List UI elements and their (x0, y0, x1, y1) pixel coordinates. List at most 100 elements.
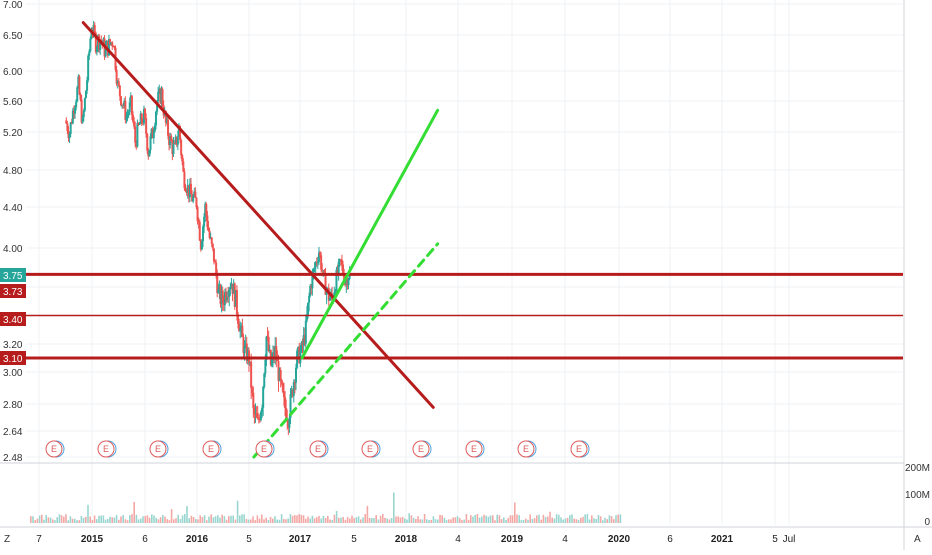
candle-body (254, 413, 257, 415)
candle-body (233, 283, 236, 307)
candle-body (211, 243, 214, 249)
price-badge-background (0, 284, 26, 298)
volume-bar (41, 514, 43, 523)
candle-body (326, 288, 329, 290)
candle-body (95, 47, 98, 53)
volume-bar (476, 514, 479, 523)
volume-bar (241, 514, 243, 523)
volume-bar (126, 520, 129, 523)
volume-bar (38, 515, 41, 523)
price-tick-label: 4.00 (3, 244, 23, 255)
volume-bar (522, 519, 525, 523)
time-tick-label: 2020 (608, 534, 631, 545)
volume-bar (395, 516, 397, 523)
volume-bar (390, 518, 393, 523)
candle-body (256, 417, 259, 419)
candle-body (303, 334, 306, 344)
volume-bar (217, 515, 219, 523)
earnings-marker[interactable]: E (255, 440, 275, 458)
candle-body (97, 35, 100, 48)
earnings-marker[interactable]: E (309, 440, 329, 458)
candle-body (141, 122, 144, 124)
earnings-marker-circle (45, 440, 63, 458)
candle-body (173, 143, 176, 145)
candle-body (158, 88, 161, 92)
volume-bar (78, 520, 80, 523)
volume-bar (384, 517, 386, 523)
time-tick-label: 6 (667, 534, 673, 545)
trendlines[interactable] (81, 21, 440, 459)
volume-bar (184, 514, 186, 523)
volume-bar (91, 520, 94, 523)
volume-bar (516, 514, 518, 523)
volume-bar (355, 517, 358, 523)
trendline-uptrend[interactable] (300, 108, 440, 360)
volume-bar (307, 516, 309, 523)
volume-bar (155, 517, 157, 523)
volume-bar (223, 516, 226, 523)
volume-bar (483, 514, 485, 523)
volume-bar (278, 519, 281, 523)
candle-body (215, 262, 218, 275)
candle-body (189, 183, 192, 195)
candle-body (168, 135, 171, 146)
volume-bar (371, 518, 373, 523)
time-axis[interactable]: 7 2015 6 2016 5 2017 5 2018 4 2019 4 2020 6 2021 5 Jul (0, 526, 932, 545)
earnings-marker[interactable]: E (361, 440, 381, 458)
trendline-downtrend[interactable] (81, 21, 435, 409)
candle-body (174, 136, 177, 144)
candle-body (238, 323, 241, 332)
volume-bar (465, 514, 468, 523)
earnings-marker-circle (97, 440, 115, 458)
earnings-marker[interactable]: E (45, 440, 65, 458)
volume-bar (269, 516, 272, 523)
price-tick-label: 4.40 (3, 203, 23, 214)
volume-bar (470, 515, 472, 523)
candle-body (245, 343, 248, 361)
time-tick-label: 4 (455, 534, 461, 545)
candle-body (259, 411, 262, 420)
price-badge: 3.10 (0, 351, 26, 365)
volume-bar (443, 517, 446, 523)
volume-bar (415, 519, 417, 523)
zoom-reset-button[interactable]: Z (4, 534, 10, 545)
candle-body (152, 131, 155, 139)
candle-body (160, 89, 163, 104)
candle-body (323, 270, 326, 274)
volume-bar (324, 517, 327, 523)
earnings-marker[interactable]: E (202, 440, 222, 458)
price-badge-background (0, 268, 26, 282)
volume-bar (613, 519, 615, 523)
auto-scale-button[interactable]: A (914, 534, 921, 545)
earnings-marker[interactable]: E (97, 440, 117, 458)
earnings-marker[interactable]: E (517, 440, 537, 458)
candle-body (322, 270, 325, 272)
candle-body (119, 96, 122, 106)
volume-bar (69, 516, 72, 523)
earnings-marker[interactable]: E (465, 440, 485, 458)
earnings-marker[interactable]: E (412, 440, 432, 458)
earnings-marker[interactable]: E (570, 440, 590, 458)
volume-bar (489, 515, 492, 523)
volume-bar (320, 518, 322, 523)
volume-bar (89, 516, 91, 523)
earnings-marker[interactable]: E (149, 440, 169, 458)
volume-bar (58, 514, 61, 523)
volume-bar (375, 515, 377, 523)
candle-body (251, 387, 254, 393)
candle-body (86, 80, 89, 91)
volume-bar (188, 518, 190, 523)
candle-body (132, 114, 135, 122)
price-tick-label: 3.20 (3, 340, 23, 351)
volume-bar (137, 519, 140, 523)
trendline-long-term-support[interactable] (252, 242, 440, 459)
volume-bar (432, 516, 435, 523)
volume-bar (606, 519, 608, 523)
volume-bar (346, 517, 349, 523)
volume-axis: 200M 100M 0 (905, 463, 930, 528)
